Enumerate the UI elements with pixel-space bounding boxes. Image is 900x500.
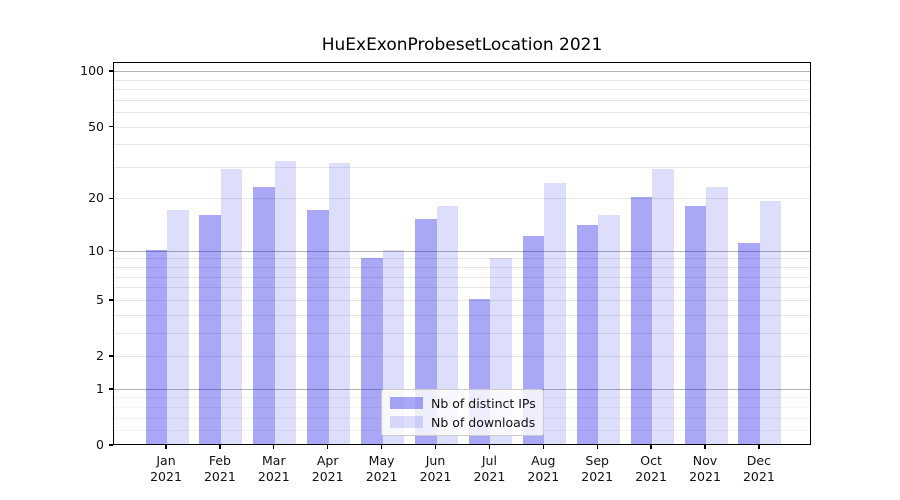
bar-downloads-nov (706, 186, 728, 444)
y-tick-label: 5 (96, 291, 104, 307)
x-tick (165, 445, 167, 449)
gridline (114, 299, 810, 301)
gridline (114, 250, 810, 252)
bar-downloads-oct (652, 168, 674, 444)
legend-row: Nb of downloads (390, 415, 535, 430)
bar-distinct-ips-oct (630, 197, 653, 444)
x-tick (488, 445, 491, 449)
y-tick-label: 100 (80, 63, 104, 79)
bar-downloads-feb (220, 168, 243, 444)
y-tick-label: 50 (88, 118, 104, 134)
gridline (114, 79, 810, 81)
x-tick-label-aug: Aug 2021 (527, 453, 560, 484)
x-tick (380, 445, 383, 449)
x-tick (650, 445, 652, 449)
legend-label-distinct-ips: Nb of distinct IPs (431, 395, 536, 411)
gridline (114, 112, 810, 114)
x-tick-label-oct: Oct 2021 (635, 453, 667, 484)
bar-downloads-jun (436, 205, 458, 444)
y-tick (109, 444, 113, 446)
gridline (114, 332, 810, 334)
gridline (114, 314, 810, 316)
x-tick-label-may: May 2021 (365, 453, 398, 484)
x-tick-label-apr: Apr 2021 (311, 453, 344, 484)
bar-distinct-ips-mar (253, 186, 275, 444)
legend-row: Nb of distinct IPs (390, 395, 536, 411)
y-tick (109, 388, 113, 390)
y-tick-label: 10 (88, 242, 104, 258)
y-tick-label: 20 (88, 190, 104, 206)
plot-area: Nb of distinct IPs Nb of downloads (113, 62, 811, 445)
legend-label-downloads: Nb of downloads (431, 414, 536, 430)
gridline (114, 287, 810, 289)
y-tick (109, 355, 113, 357)
x-tick-label-jan: Jan 2021 (150, 453, 182, 484)
gridline (114, 276, 810, 278)
x-tick-label-feb: Feb 2021 (203, 453, 236, 484)
x-tick (542, 445, 544, 449)
gridline (114, 71, 810, 73)
gridline (114, 356, 810, 357)
bar-distinct-ips-may (361, 257, 383, 444)
x-tick (434, 445, 437, 449)
y-tick (109, 70, 113, 72)
bar-downloads-sep (598, 214, 620, 444)
x-tick (596, 445, 598, 449)
legend-swatch-distinct-ips (390, 397, 423, 409)
chart-title: HuExExonProbesetLocation 2021 (321, 35, 603, 55)
x-tick-label-jul: Jul 2021 (473, 453, 506, 484)
y-tick-label: 2 (96, 348, 104, 363)
x-tick (758, 445, 760, 449)
x-tick-label-jun: Jun 2021 (419, 453, 452, 484)
bar-downloads-jan (167, 209, 189, 444)
x-tick-label-mar: Mar 2021 (257, 453, 290, 484)
x-tick-label-dec: Dec 2021 (742, 453, 775, 484)
bar-distinct-ips-feb (199, 214, 221, 444)
legend: Nb of distinct IPs Nb of downloads (381, 389, 544, 436)
gridline (114, 144, 810, 146)
gridline (114, 267, 810, 269)
x-tick (704, 445, 706, 449)
bar-downloads-aug (544, 183, 566, 444)
legend-swatch-downloads (390, 416, 423, 428)
x-tick-label-nov: Nov 2021 (689, 453, 721, 484)
y-tick (109, 250, 113, 252)
y-tick-label: 1 (96, 380, 104, 396)
x-tick (273, 445, 275, 449)
x-tick-label-sep: Sep 2021 (581, 453, 614, 484)
y-tick (109, 299, 113, 301)
x-tick (219, 445, 221, 449)
y-tick (109, 125, 113, 128)
gridline (114, 198, 810, 200)
bar-distinct-ips-apr (307, 209, 329, 444)
bar-downloads-mar (274, 160, 297, 444)
gridline (114, 99, 810, 101)
y-tick (109, 197, 113, 200)
gridline (114, 258, 810, 260)
gridline (114, 166, 810, 168)
gridline (114, 89, 810, 91)
bar-downloads-dec (759, 201, 782, 444)
bar-distinct-ips-dec (738, 242, 760, 444)
bar-distinct-ips-sep (576, 224, 599, 444)
x-tick (327, 445, 329, 449)
bar-distinct-ips-jan (145, 249, 167, 444)
gridline (114, 126, 810, 128)
y-tick-label: 0 (96, 437, 104, 452)
bar-downloads-apr (328, 163, 351, 444)
bar-distinct-ips-jun (415, 219, 437, 444)
bar-distinct-ips-nov (684, 205, 706, 444)
